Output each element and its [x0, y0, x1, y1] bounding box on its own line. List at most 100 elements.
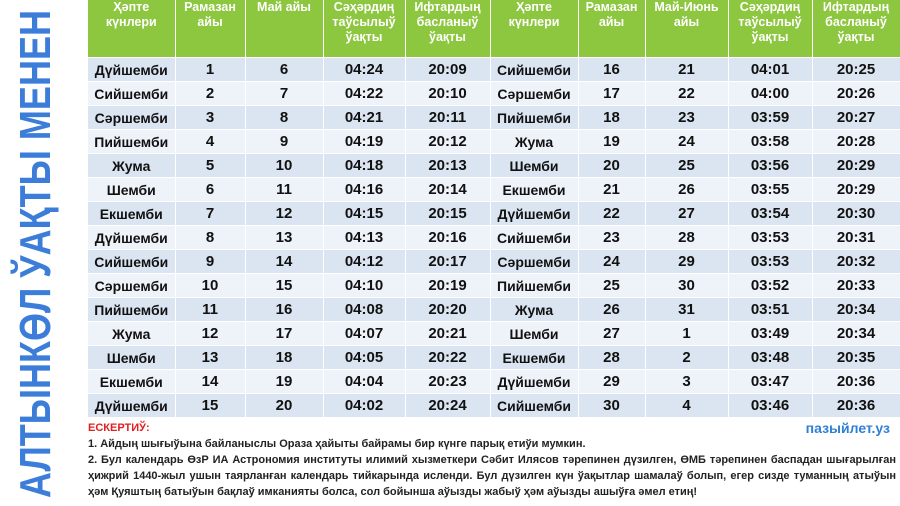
- table-cell: 9: [245, 129, 324, 154]
- table-cell: Екшемби: [490, 177, 579, 202]
- table-cell: 16: [578, 57, 646, 82]
- table-cell: 13: [245, 225, 324, 250]
- table-cell: 03:46: [728, 393, 813, 417]
- table-cell: 04:00: [728, 81, 813, 106]
- table-cell: 16: [245, 297, 324, 322]
- table-cell: 03:58: [728, 129, 813, 154]
- table-cell: 7: [245, 81, 324, 106]
- table-cell: 15: [245, 273, 324, 298]
- table-cell: 10: [175, 273, 246, 298]
- table-cell: Шемби: [490, 321, 579, 346]
- schedule-table: Ҳәпте күнлери Рамазан айы Май айы Сәҳәрдиң …: [88, 0, 900, 417]
- table-cell: 18: [245, 345, 324, 370]
- table-cell: 24: [578, 249, 646, 274]
- table-row: Шемби 13 18 04:05 20:22 Екшемби 28 2 03:48 20:35: [88, 345, 900, 370]
- table-cell: 23: [578, 225, 646, 250]
- table-cell: 14: [245, 249, 324, 274]
- table-cell: 04:24: [323, 57, 406, 82]
- notes: ЕСКЕРТИЎ: пазыйлет.уз 1. Айдың шығыўына …: [88, 420, 896, 500]
- table-row: Жума 5 10 04:18 20:13 Шемби 20 25 03:56 20:29: [88, 153, 900, 178]
- table-cell: 20:36: [812, 369, 900, 394]
- table-cell: 13: [175, 345, 246, 370]
- table-cell: 4: [645, 393, 729, 417]
- table-cell: 20:29: [812, 153, 900, 178]
- table-cell: 04:05: [323, 345, 406, 370]
- table-cell: 29: [645, 249, 729, 274]
- table-cell: 03:55: [728, 177, 813, 202]
- table-cell: 03:47: [728, 369, 813, 394]
- table-cell: 3: [645, 369, 729, 394]
- table-cell: 25: [578, 273, 646, 298]
- table-cell: 2: [175, 81, 246, 106]
- table-cell: 20:22: [405, 345, 491, 370]
- table-cell: 03:56: [728, 153, 813, 178]
- table-cell: 20:29: [812, 177, 900, 202]
- table-cell: 03:53: [728, 249, 813, 274]
- side-title: АЛТЫНКӨЛ ЎАҚТЫ МЕНЕН: [9, 10, 60, 498]
- table-cell: 4: [175, 129, 246, 154]
- table-cell: 04:22: [323, 81, 406, 106]
- table-cell: 03:48: [728, 345, 813, 370]
- table-cell: Шемби: [490, 153, 579, 178]
- table-cell: 20:23: [405, 369, 491, 394]
- column-header: Май-Июнь айы: [645, 0, 729, 58]
- table-row: Дүйшемби 15 20 04:02 20:24 Сийшемби 30 4 03:46 20…: [88, 393, 900, 417]
- table-cell: 31: [645, 297, 729, 322]
- table-cell: Пийшемби: [88, 129, 176, 154]
- table-cell: 20:36: [812, 393, 900, 417]
- table-cell: 30: [645, 273, 729, 298]
- table-row: Пийшемби 4 9 04:19 20:12 Жума 19 24 03:58 20:28: [88, 129, 900, 154]
- table-cell: 03:51: [728, 297, 813, 322]
- table-cell: Екшемби: [88, 369, 176, 394]
- side-panel: АЛТЫНКӨЛ ЎАҚТЫ МЕНЕН: [9, 10, 60, 498]
- table-cell: 20:34: [812, 321, 900, 346]
- table-cell: 20:14: [405, 177, 491, 202]
- table-cell: 20:24: [405, 393, 491, 417]
- table-cell: 20:33: [812, 273, 900, 298]
- table-cell: 20:30: [812, 201, 900, 226]
- table-cell: Шемби: [88, 345, 176, 370]
- table-row: Сәршемби 10 15 04:10 20:19 Пийшемби 25 30 03:52 2…: [88, 273, 900, 298]
- table-cell: 20:15: [405, 201, 491, 226]
- column-header: Ифтардың басланыў ўақты: [812, 0, 900, 58]
- table-cell: Сийшемби: [490, 393, 579, 417]
- table-cell: 03:49: [728, 321, 813, 346]
- table-cell: Дүйшемби: [88, 225, 176, 250]
- table-cell: 04:21: [323, 105, 406, 130]
- table-cell: 28: [578, 345, 646, 370]
- table-cell: Жума: [490, 129, 579, 154]
- table-cell: 14: [175, 369, 246, 394]
- table-cell: Сәршемби: [88, 105, 176, 130]
- table-cell: 8: [175, 225, 246, 250]
- table-row: Сийшемби 2 7 04:22 20:10 Сәршемби 17 22 04:00 20:…: [88, 81, 900, 106]
- table-cell: 28: [645, 225, 729, 250]
- table-row: Сийшемби 9 14 04:12 20:17 Сәршемби 24 29 03:53 20…: [88, 249, 900, 274]
- table-cell: 04:04: [323, 369, 406, 394]
- table-cell: 29: [578, 369, 646, 394]
- table-cell: 04:18: [323, 153, 406, 178]
- note-item: 1. Айдың шығыўына байланыслы Ораза ҳайыт…: [88, 438, 586, 450]
- table-cell: Пийшемби: [88, 297, 176, 322]
- table-row: Сәршемби 3 8 04:21 20:11 Пийшемби 18 23 03:59 20:…: [88, 105, 900, 130]
- table-cell: 7: [175, 201, 246, 226]
- table-cell: 25: [645, 153, 729, 178]
- table-row: Екшемби 7 12 04:15 20:15 Дүйшемби 22 27 03:54 20:…: [88, 201, 900, 226]
- table-cell: Жума: [88, 153, 176, 178]
- table-cell: 17: [245, 321, 324, 346]
- note-items: 1. Айдың шығыўына байланыслы Ораза ҳайыт…: [88, 436, 896, 500]
- table-cell: 04:01: [728, 57, 813, 82]
- table-cell: 26: [645, 177, 729, 202]
- table-cell: Дүйшемби: [88, 57, 176, 82]
- table-cell: 04:12: [323, 249, 406, 274]
- table-cell: 5: [175, 153, 246, 178]
- table-cell: 20:28: [812, 129, 900, 154]
- table-cell: 20:09: [405, 57, 491, 82]
- table-cell: Сийшемби: [88, 81, 176, 106]
- table-cell: 19: [578, 129, 646, 154]
- notes-heading: ЕСКЕРТИЎ:: [88, 422, 150, 434]
- table-cell: 20:13: [405, 153, 491, 178]
- table-cell: 04:16: [323, 177, 406, 202]
- table-cell: 04:13: [323, 225, 406, 250]
- table-cell: 10: [245, 153, 324, 178]
